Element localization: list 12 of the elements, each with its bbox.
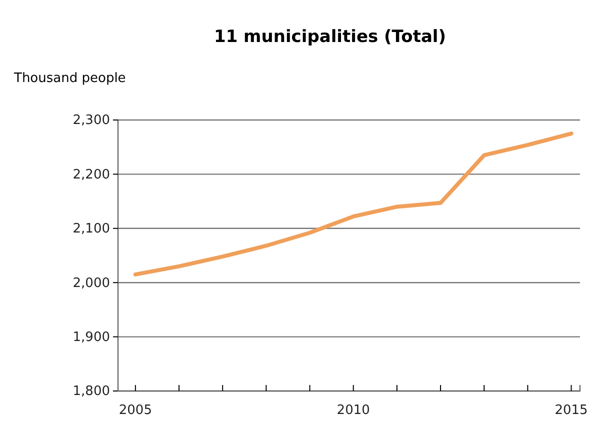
y-tick-label: 2,200 [72,167,110,182]
y-tick-label: 2,300 [72,113,110,128]
y-axis-title: Thousand people [13,71,126,86]
y-tick-label: 2,100 [72,222,110,237]
line-series [133,132,574,276]
chart-title: 11 municipalities (Total) [214,27,446,47]
x-tick-label: 2010 [336,403,370,418]
y-tick-label: 1,900 [72,330,110,345]
x-tick-label: 2015 [554,403,588,418]
x-tick-label: 2005 [118,403,152,418]
y-tick-label: 2,000 [72,276,110,291]
y-tick-label: 1,800 [72,384,110,400]
